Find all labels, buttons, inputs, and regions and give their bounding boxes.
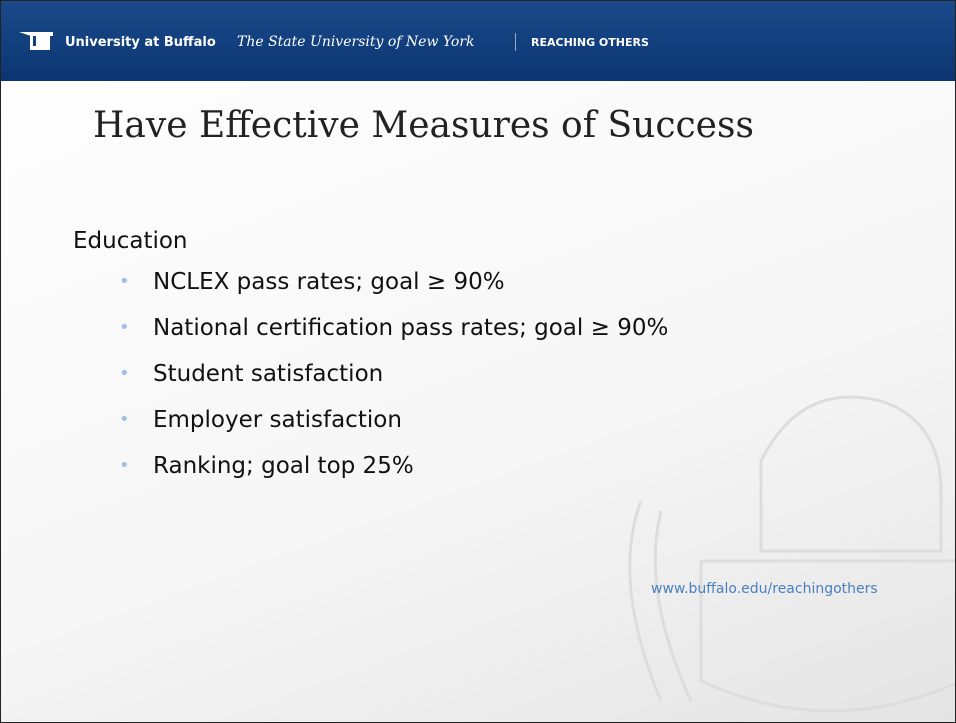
section-heading: Education <box>73 228 188 254</box>
slide: University at Buffalo The State Universi… <box>0 0 956 723</box>
brand: University at Buffalo <box>65 35 216 50</box>
bullet: Ranking; goal top 25% <box>119 453 668 499</box>
footer-url: www.buffalo.edu/reachingothers <box>651 581 878 597</box>
separator <box>515 33 516 51</box>
bullet-list: NCLEX pass rates; goal ≥ 90% National ce… <box>119 269 668 499</box>
bullet: National certification pass rates; goal … <box>119 315 668 361</box>
header-bar: University at Buffalo The State Universi… <box>1 1 955 81</box>
brand-subtitle: The State University of New York <box>237 34 475 50</box>
bullet: NCLEX pass rates; goal ≥ 90% <box>119 269 668 315</box>
bullet: Employer satisfaction <box>119 407 668 453</box>
tagline: REACHING OTHERS <box>531 36 649 49</box>
bullet: Student satisfaction <box>119 361 668 407</box>
ub-logo <box>19 32 59 54</box>
slide-title: Have Effective Measures of Success <box>93 105 754 146</box>
